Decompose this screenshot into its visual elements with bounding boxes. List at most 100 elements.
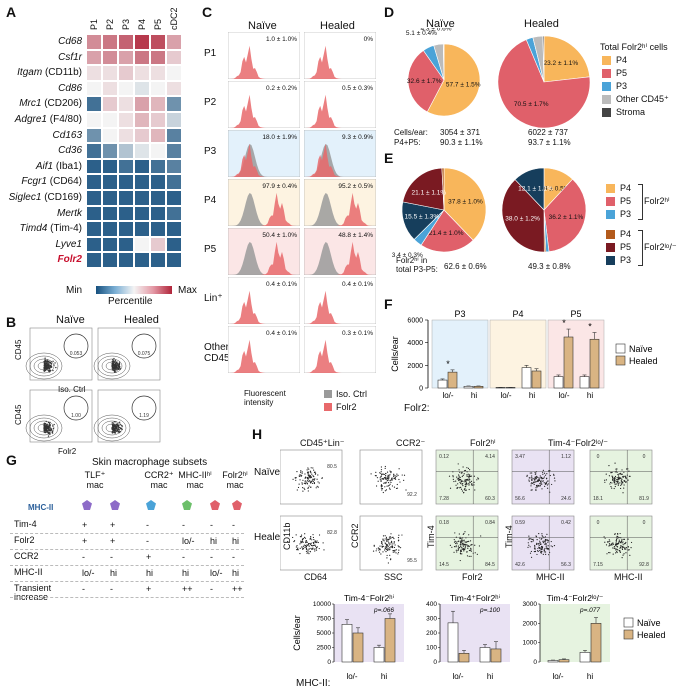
cell-value: hi (210, 536, 218, 546)
event-dot (383, 473, 385, 476)
heatmap-cell (102, 221, 118, 237)
cell-icon (110, 500, 120, 510)
event-dot (458, 469, 460, 471)
bar-naive (437, 379, 448, 389)
event-dot (397, 553, 399, 555)
heatmap-cell (166, 112, 182, 128)
heatmap-cell (86, 96, 102, 112)
event-dot (536, 550, 539, 552)
heatmap-cell (102, 252, 118, 268)
bar-healed (473, 386, 484, 389)
b-col-healed: Healed (124, 314, 159, 326)
event-dot (112, 425, 114, 428)
legend-hi-label: Folr2ʰⁱ (644, 196, 670, 206)
event-dot (545, 546, 547, 548)
heatmap-cell (118, 190, 134, 206)
event-dot (50, 364, 52, 367)
heatmap-cell (166, 96, 182, 112)
gate-pct: 0 (597, 454, 600, 460)
event-dot (306, 544, 308, 546)
event-dot (389, 480, 391, 482)
event-dot (546, 533, 548, 535)
event-dot (616, 535, 619, 538)
event-dot (44, 359, 46, 361)
event-dot (313, 478, 315, 480)
event-dot (312, 475, 314, 477)
histogram: 95.2 ± 0.5% (304, 179, 376, 226)
event-dot (379, 548, 381, 550)
event-dot (372, 550, 375, 552)
event-dot (544, 543, 546, 546)
event-dot (301, 546, 303, 548)
legend-swatch (602, 108, 611, 117)
event-dot (617, 542, 620, 544)
histogram: 0.4 ± 0.1% (228, 277, 300, 324)
row-label: Folr2 (14, 535, 35, 545)
heatmap-cell (150, 96, 166, 112)
group-bg (431, 319, 489, 389)
event-dot (458, 477, 460, 479)
event-dot (614, 475, 617, 478)
event-dot (312, 467, 314, 469)
gene-label: Mrc1 (CD206) (19, 98, 82, 109)
event-dot (621, 547, 623, 549)
event-dot (534, 548, 536, 550)
event-dot (528, 537, 530, 539)
event-dot (550, 540, 552, 543)
event-dot (385, 539, 388, 541)
pie-label: 4.3 ± 0.6% (421, 28, 452, 33)
event-dot (553, 544, 556, 547)
panel-c-letter: C (202, 4, 213, 20)
y-tick-label: 4000 (407, 340, 423, 347)
event-dot (386, 480, 388, 482)
event-dot (539, 484, 541, 486)
pie-label: 37.8 ± 1.0% (448, 198, 483, 205)
legend-label: P5 (620, 196, 632, 206)
bar-healed (458, 652, 470, 663)
event-dot (389, 483, 391, 485)
heatmap-cell (118, 252, 134, 268)
folr2-peak (304, 45, 376, 79)
event-dot (401, 474, 403, 476)
event-dot (541, 477, 543, 479)
gate-pct: 42.6 (515, 562, 525, 568)
event-dot (293, 540, 296, 542)
event-dot (612, 553, 614, 555)
heatmap-cell (166, 127, 182, 144)
event-dot (311, 539, 313, 541)
event-dot (541, 535, 543, 537)
event-dot (304, 477, 306, 479)
event-dot (293, 540, 295, 543)
heatmap-col-P5: P5 (153, 18, 163, 30)
event-dot (543, 482, 545, 484)
histogram-frame (304, 179, 376, 226)
event-dot (622, 546, 624, 548)
legend-bracket (638, 184, 643, 220)
event-dot (468, 479, 470, 481)
histogram: 48.8 ± 1.4% (304, 228, 376, 275)
panel-b-letter: B (6, 314, 17, 330)
event-dot (49, 427, 52, 429)
cell-icon (232, 500, 242, 510)
event-dot (539, 479, 541, 481)
event-dot (312, 478, 314, 480)
event-dot (535, 487, 537, 489)
event-dot (542, 473, 544, 475)
cell-value: - (110, 584, 113, 594)
heatmap-cell (134, 80, 150, 97)
bar-naive (341, 623, 353, 663)
y-tick-label: 2500 (317, 645, 332, 652)
c-legend-iso: Iso. Ctrl (336, 389, 368, 399)
event-dot (609, 552, 611, 554)
event-dot (462, 533, 464, 535)
event-dot (302, 548, 304, 550)
event-dot (302, 545, 304, 547)
event-dot (308, 474, 310, 476)
event-dot (528, 480, 530, 482)
contour (29, 417, 59, 439)
event-dot (301, 540, 303, 543)
event-dot (455, 546, 457, 548)
event-dot (630, 541, 633, 544)
heatmap-cell (134, 34, 150, 50)
event-dot (460, 482, 462, 485)
